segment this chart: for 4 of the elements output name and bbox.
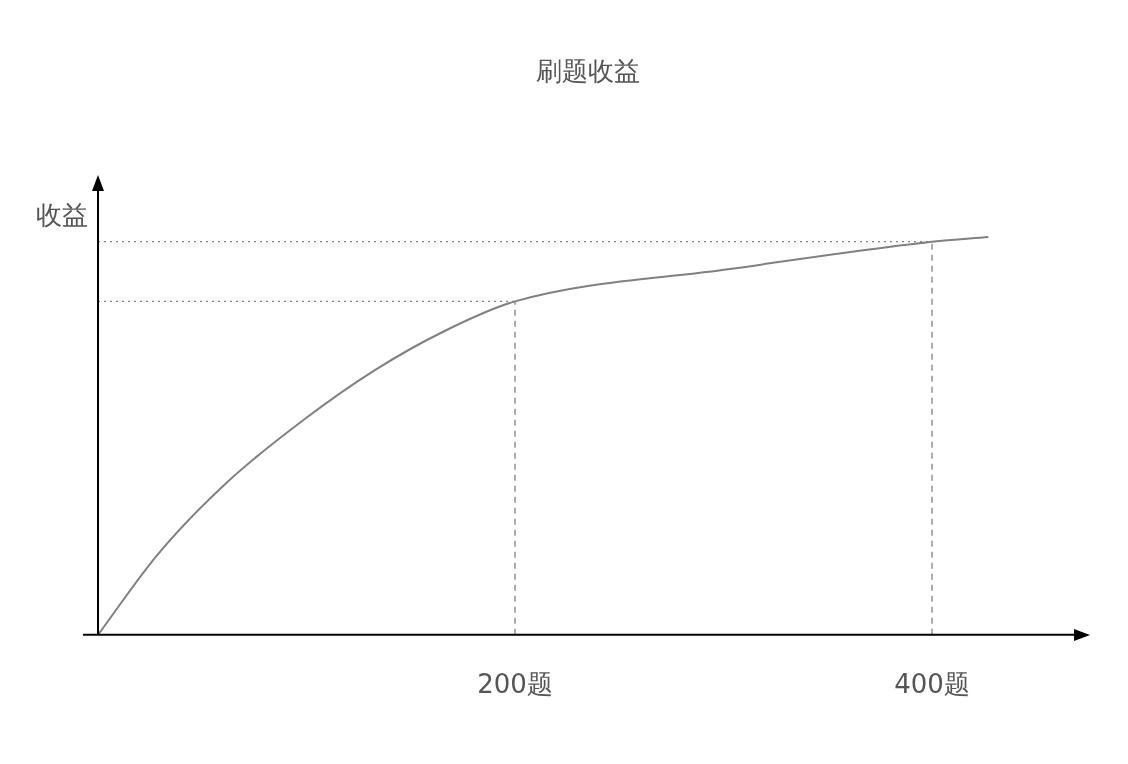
x-tick-label: 400题 — [894, 669, 970, 700]
y-axis-title: 收益 — [36, 199, 88, 232]
chart-title: 刷题收益 — [536, 56, 640, 87]
x-tick-label: 200题 — [477, 669, 553, 700]
